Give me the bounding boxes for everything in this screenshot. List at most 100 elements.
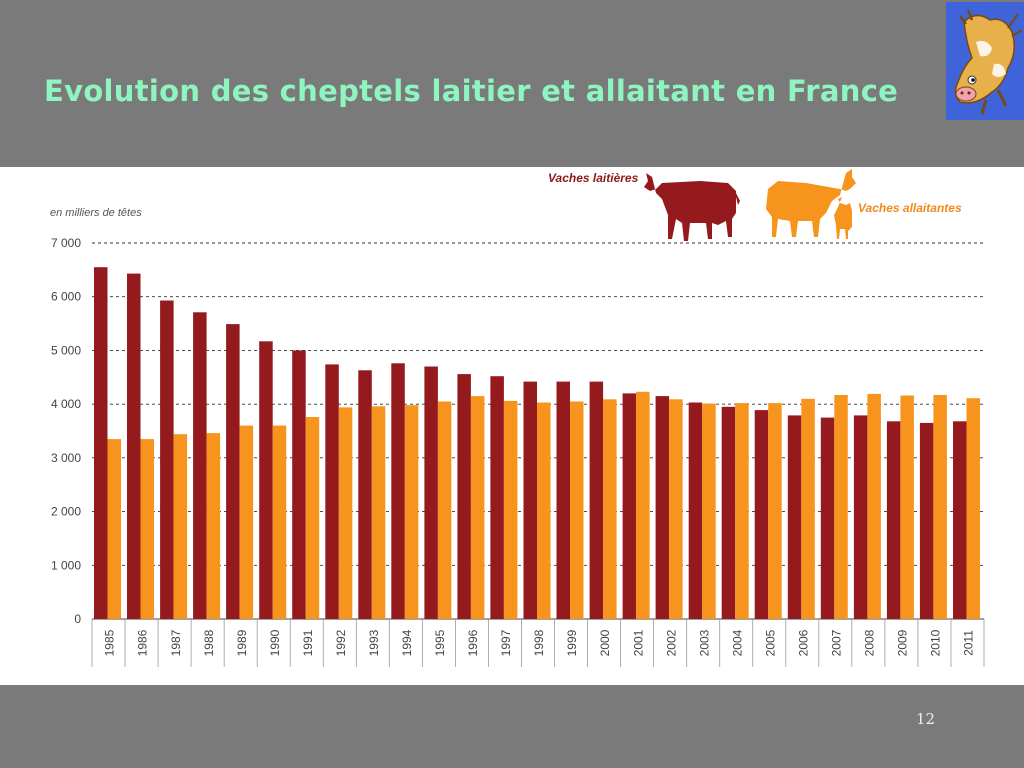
bar-dairy — [226, 324, 240, 619]
bar-dairy — [589, 381, 604, 619]
x-tick-label: 1995 — [433, 629, 447, 656]
bar-dairy — [424, 366, 438, 619]
x-tick-label: 2000 — [598, 629, 612, 656]
bar-dairy — [622, 393, 637, 619]
x-tick-label: 1989 — [235, 629, 249, 656]
bar-suckler — [107, 439, 121, 619]
bar-suckler — [900, 395, 914, 619]
bar-dairy — [391, 363, 405, 619]
bar-dairy — [457, 374, 471, 619]
x-tick-label: 1992 — [334, 629, 348, 656]
y-tick-label: 7 000 — [51, 236, 81, 250]
x-tick-label: 1987 — [169, 629, 183, 656]
x-tick-label: 1986 — [136, 629, 150, 656]
bar-dairy — [853, 415, 868, 619]
bar-dairy — [953, 421, 967, 619]
bar-suckler — [404, 405, 419, 619]
dairy-cow-icon — [644, 173, 740, 241]
x-tick-label: 2004 — [730, 629, 744, 656]
y-tick-label: 2 000 — [51, 505, 81, 519]
x-tick-label: 2001 — [631, 629, 645, 656]
x-tick-label: 1988 — [202, 629, 216, 656]
bar-dairy — [292, 350, 306, 619]
page-number: 12 — [916, 710, 936, 728]
bar-dairy — [94, 267, 108, 619]
slide-title: Evolution des cheptels laitier et allait… — [44, 74, 899, 108]
chart-panel: en milliers de têtes Vaches laitières Va… — [0, 167, 1024, 685]
y-tick-label: 1 000 — [51, 558, 81, 572]
bar-dairy — [655, 396, 670, 619]
x-tick-label: 1994 — [400, 629, 414, 656]
x-tick-label: 1998 — [532, 629, 546, 656]
legend-label-suckler: Vaches allaitantes — [858, 201, 962, 215]
bar-suckler — [437, 401, 452, 619]
bar-dairy — [259, 341, 273, 619]
bar-dairy — [721, 406, 736, 619]
bar-suckler — [603, 399, 617, 619]
bar-dairy — [754, 410, 769, 619]
bar-suckler — [570, 401, 584, 619]
unit-label: en milliers de têtes — [50, 207, 142, 219]
x-tick-label: 1990 — [268, 629, 282, 656]
bar-suckler — [206, 433, 221, 619]
x-tick-label: 2011 — [962, 630, 976, 656]
bar-suckler — [371, 406, 386, 619]
bar-suckler — [669, 399, 683, 619]
bar-suckler — [272, 425, 287, 619]
bar-suckler — [537, 402, 551, 619]
x-tick-label: 2009 — [896, 629, 910, 656]
bar-suckler — [503, 400, 518, 619]
bar-dairy — [127, 273, 141, 619]
bar-suckler — [735, 403, 749, 619]
x-tick-label: 1999 — [565, 629, 579, 656]
x-tick-label: 1997 — [499, 629, 513, 656]
bar-chart: 0 1 000 2 000 3 000 4 000 5 000 6 000 7 000 198… — [51, 169, 985, 667]
bar-dairy — [820, 417, 835, 619]
x-tick-label: 2008 — [863, 629, 877, 656]
x-tick-label: 1993 — [367, 629, 381, 656]
y-tick-label: 3 000 — [51, 451, 81, 465]
bar-dairy — [886, 421, 901, 619]
bar-suckler — [305, 417, 320, 619]
bar-dairy — [787, 415, 802, 619]
bar-suckler — [966, 398, 980, 619]
bar-dairy — [325, 364, 339, 619]
bar-suckler — [470, 396, 485, 619]
bar-dairy — [193, 312, 207, 619]
x-tick-label: 2007 — [830, 629, 844, 656]
bar-suckler — [173, 434, 188, 619]
bar-suckler — [702, 403, 716, 619]
bar-suckler — [239, 425, 254, 619]
bar-dairy — [160, 300, 174, 619]
y-tick-label: 5 000 — [51, 343, 81, 357]
bar-suckler — [636, 391, 650, 619]
bar-suckler — [338, 407, 353, 619]
x-axis-ticks: 1985 1986 1987 1988 1989 1990 1991 1992 1993 1994… — [91, 619, 985, 667]
bar-suckler — [140, 439, 154, 619]
x-tick-label: 2003 — [697, 629, 711, 656]
slide-header: Evolution des cheptels laitier et allait… — [0, 0, 1024, 167]
y-tick-label: 4 000 — [51, 397, 81, 411]
bar-suckler — [867, 393, 881, 619]
bar-suckler — [933, 395, 947, 619]
bar-dairy — [556, 381, 570, 619]
bar-dairy — [523, 381, 537, 619]
cartoon-cow-logo-icon — [946, 2, 1024, 120]
legend-label-dairy: Vaches laitières — [548, 171, 639, 185]
y-axis-ticks: 0 1 000 2 000 3 000 4 000 5 000 6 000 7 000 — [51, 236, 81, 626]
x-tick-label: 1991 — [301, 629, 315, 656]
bar-suckler — [801, 398, 815, 619]
x-tick-label: 2010 — [929, 629, 943, 656]
x-tick-label: 2006 — [796, 629, 810, 656]
bar-dairy — [490, 376, 504, 619]
bars — [94, 267, 980, 619]
bar-dairy — [358, 370, 372, 619]
bar-dairy — [919, 422, 934, 619]
y-tick-label: 6 000 — [51, 290, 81, 304]
x-tick-label: 1985 — [103, 629, 117, 656]
bar-suckler — [834, 395, 848, 619]
bar-dairy — [688, 402, 703, 619]
y-tick-label: 0 — [74, 612, 81, 626]
x-tick-label: 1996 — [466, 629, 480, 656]
bar-suckler — [768, 403, 782, 619]
